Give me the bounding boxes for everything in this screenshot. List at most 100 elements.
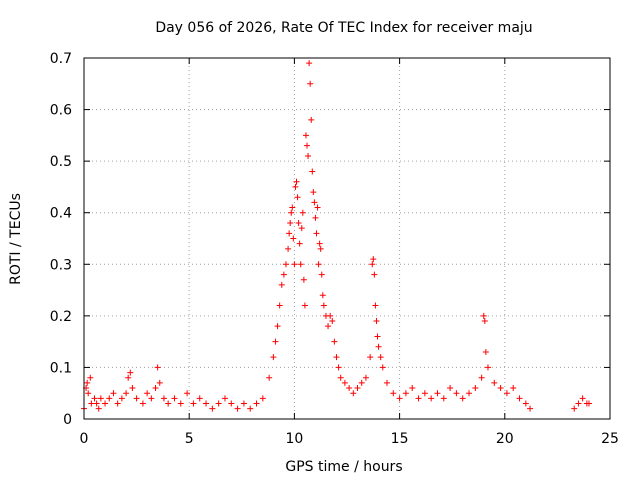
data-point [371,271,378,278]
data-point [402,390,409,397]
data-point [440,395,447,402]
data-point [308,116,315,123]
grid-lines [84,58,610,419]
data-point [318,271,325,278]
data-point [93,400,100,407]
y-tick-label: 0.7 [50,51,72,67]
data-point [259,395,266,402]
data-point [375,343,382,350]
data-point [148,395,155,402]
data-point [286,230,293,237]
data-point [304,142,311,149]
data-point [571,405,578,412]
data-point [434,390,441,397]
data-point [428,395,435,402]
data-point [447,385,454,392]
data-point [362,374,369,381]
data-point [106,395,113,402]
data-point [190,400,197,407]
data-point [480,312,487,319]
data-point [374,333,381,340]
data-point [482,348,489,355]
data-point [327,312,334,319]
data-point [287,220,294,227]
data-point [306,60,313,67]
y-tick-label: 0.1 [50,360,72,376]
data-point [293,178,300,185]
data-point [331,338,338,345]
data-point [285,245,292,252]
data-point [346,385,353,392]
data-point [240,400,247,407]
data-point [154,364,161,371]
data-point [579,395,586,402]
data-point [370,256,377,263]
data-point [152,385,159,392]
data-point [497,385,504,392]
data-point [390,390,397,397]
x-tick-label: 20 [496,431,514,447]
data-point [585,400,592,407]
data-point [472,385,479,392]
y-tick-label: 0.3 [50,257,72,273]
data-point [478,374,485,381]
data-point [354,385,361,392]
data-point [372,302,379,309]
data-point [270,354,277,361]
data-point [309,168,316,175]
data-point [421,390,428,397]
data-point [383,379,390,386]
data-point [253,400,260,407]
data-point [341,379,348,386]
data-point [129,385,136,392]
data-point [289,204,296,211]
y-axis-label: ROTI / TECUs [8,193,24,285]
data-point [307,80,314,87]
data-point [377,354,384,361]
axis-ticks: 0 5 10 15 20 25 0 0.1 0.2 0.3 0.4 0.5 0.6 0.7 [50,51,619,447]
data-point [177,400,184,407]
data-point [110,390,117,397]
chart-title: Day 056 of 2026, Rate Of TEC Index for r… [155,20,532,36]
data-point [409,385,416,392]
data-point [297,261,304,268]
data-point [247,405,254,412]
data-point [272,338,279,345]
data-point [466,390,473,397]
data-point [516,395,523,402]
data-point [266,374,273,381]
data-point [305,152,312,159]
data-point [290,235,297,242]
data-point [88,400,95,407]
data-point [316,240,323,247]
data-point [160,395,167,402]
x-tick-label: 25 [601,431,619,447]
data-point [196,395,203,402]
data-point [379,364,386,371]
data-point [350,390,357,397]
y-tick-label: 0.5 [50,154,72,170]
data-point [85,390,92,397]
data-point [102,400,109,407]
data-point [125,374,132,381]
data-point [282,261,289,268]
data-point [139,400,146,407]
data-point [127,369,134,376]
data-point [312,214,319,221]
data-point [329,318,336,325]
data-point [221,395,228,402]
data-point [481,318,488,325]
data-point [325,323,332,330]
data-point [228,400,235,407]
data-point [335,364,342,371]
data-point [292,183,299,190]
x-axis-label: GPS time / hours [285,459,402,475]
data-point [184,390,191,397]
data-points [81,60,592,412]
data-point [333,354,340,361]
data-point [503,390,510,397]
x-tick-label: 5 [185,431,194,447]
x-tick-label: 0 [80,431,89,447]
data-point [491,379,498,386]
